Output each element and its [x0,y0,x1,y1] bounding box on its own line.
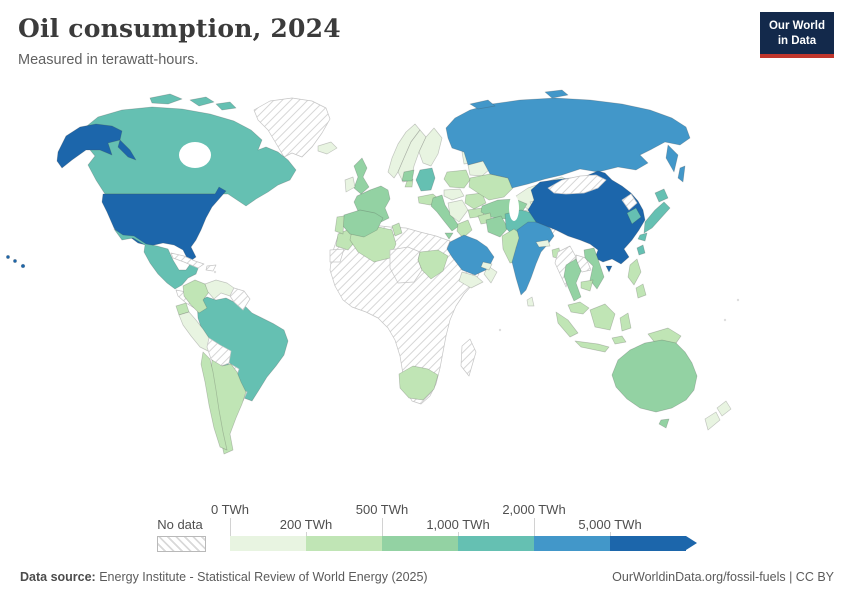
country-thailand[interactable] [563,258,582,302]
caspian-sea [509,195,519,221]
legend-bin-2[interactable] [306,536,382,551]
country-benelux[interactable] [401,169,415,182]
country-guyanas[interactable] [229,287,251,311]
legend-tick-0: 0 TWh [210,502,250,517]
legend-tickmark [230,518,231,536]
page-title: Oil consumption, 2024 [18,14,341,43]
country-balkans[interactable] [447,199,469,223]
owid-logo[interactable]: Our World in Data [759,12,834,58]
country-czech-slovakia[interactable] [443,188,465,201]
country-canada-arctic[interactable] [149,93,237,111]
country-finland[interactable] [418,127,443,167]
legend-tick-5000: 5,000 TWh [578,517,642,532]
legend-bin-4[interactable] [458,536,534,551]
country-uae[interactable] [480,261,493,271]
legend-tick-200: 200 TWh [279,517,333,532]
data-source-text: Energy Institute - Statistical Review of… [95,570,428,584]
legend-bin-1[interactable] [230,536,306,551]
credit-link[interactable]: OurWorldinData.org/fossil-fuels | CC BY [612,570,834,584]
legend-tickmark [458,532,459,536]
small-islands [213,270,740,332]
country-yemen[interactable] [458,271,484,289]
country-alaska[interactable] [56,123,137,169]
country-portugal[interactable] [334,215,345,235]
country-iraq[interactable] [485,215,509,238]
legend-tickmark [610,532,611,536]
country-cambodia[interactable] [580,279,594,292]
country-greenland[interactable] [253,97,331,158]
legend-bin-6[interactable] [610,536,686,551]
country-japan[interactable] [637,188,671,242]
country-ireland[interactable] [344,176,356,193]
page-subtitle: Measured in terawatt-hours. [18,52,199,68]
legend-tick-2000: 2,000 TWh [502,502,566,517]
country-greece[interactable] [456,219,473,239]
country-mexico[interactable] [113,228,200,290]
country-colombia[interactable] [182,279,210,314]
country-sri-lanka[interactable] [526,296,535,307]
country-bolivia[interactable] [206,337,232,368]
country-malaysia[interactable] [567,301,590,315]
country-india[interactable] [511,221,555,296]
country-hispaniola[interactable] [205,264,217,272]
country-chile[interactable] [200,351,228,451]
country-libya[interactable] [389,246,423,284]
country-new-zealand[interactable] [704,400,732,431]
country-south-korea[interactable] [626,207,642,225]
country-sulawesi[interactable] [619,312,632,332]
chart-footer: Data source: Energy Institute - Statisti… [20,570,834,584]
data-source-label: Data source: [20,570,96,584]
country-venezuela[interactable] [204,279,235,300]
country-philippines[interactable] [627,258,647,299]
country-russia[interactable] [445,89,691,189]
country-mongolia[interactable] [547,174,607,195]
country-nepal[interactable] [535,239,551,248]
legend-color-bar [230,536,686,551]
country-borneo[interactable] [589,303,616,331]
legend-bin-5[interactable] [534,536,610,551]
country-iceland[interactable] [317,141,338,155]
legend-bin-3[interactable] [382,536,458,551]
country-hawaii[interactable] [6,255,26,269]
country-north-korea[interactable] [621,193,638,211]
country-taiwan[interactable] [636,244,646,256]
country-belarus[interactable] [467,160,491,177]
owid-logo-line1: Our World [768,20,825,32]
country-tunisia[interactable] [391,222,403,237]
hudson-bay [179,142,211,168]
country-united-kingdom[interactable] [353,157,370,195]
legend-tickmark [382,518,383,536]
country-australia[interactable] [611,339,698,429]
country-poland[interactable] [443,169,471,189]
country-sumatra[interactable] [555,311,579,338]
country-java[interactable] [574,340,610,353]
owid-logo-line2: in Data [777,34,817,47]
country-oman[interactable] [483,265,498,284]
country-lesser-sunda[interactable] [611,335,627,345]
no-data-label: No data [157,517,203,532]
country-cuba[interactable] [170,252,205,269]
world-map[interactable] [0,85,850,505]
country-vietnam[interactable] [583,247,605,290]
country-italy[interactable] [430,194,460,240]
country-madagascar[interactable] [460,338,477,377]
legend-tick-1000: 1,000 TWh [426,517,490,532]
no-data-swatch[interactable] [157,536,206,552]
legend-tick-500: 500 TWh [355,502,409,517]
country-western-sahara[interactable] [329,248,345,263]
country-spain[interactable] [341,209,384,238]
legend-tickmark [306,532,307,536]
data-source: Data source: Energy Institute - Statisti… [20,570,428,584]
country-germany[interactable] [415,167,436,192]
legend-tickmark [534,518,535,536]
legend-arrow [686,536,697,550]
country-egypt[interactable] [417,249,449,280]
country-south-africa[interactable] [398,365,439,401]
